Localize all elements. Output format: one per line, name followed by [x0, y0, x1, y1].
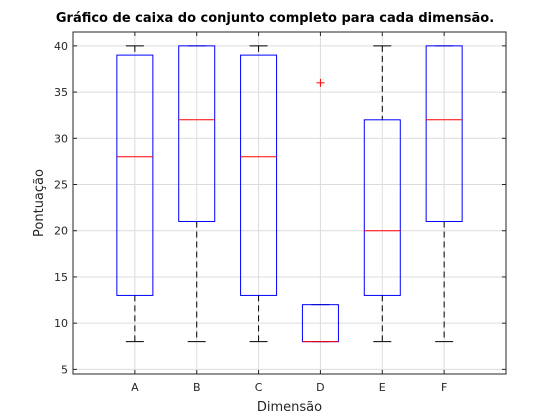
- chart-title: Gráfico de caixa do conjunto completo pa…: [56, 11, 494, 26]
- y-tick-label: 30: [54, 132, 68, 145]
- box-group-e: [363, 45, 401, 343]
- box: [240, 54, 278, 296]
- box-group-d: [301, 78, 339, 343]
- x-tick-label-b: B: [193, 381, 201, 394]
- box: [425, 45, 463, 222]
- x-tick-label-d: D: [316, 381, 324, 394]
- y-tick-label: 25: [54, 179, 68, 192]
- box-group-b: [178, 45, 216, 343]
- outlier-marker: [316, 78, 325, 87]
- y-tick-label: 40: [54, 40, 68, 53]
- plot-area-frame: [72, 31, 507, 375]
- box-group-c: [240, 45, 278, 343]
- y-axis-label: Pontuação: [32, 169, 47, 237]
- box: [363, 119, 401, 296]
- box-group-f: [425, 45, 463, 343]
- y-tick-label: 15: [54, 271, 68, 284]
- tick-layer: 5 10 15 20 25 30 35 40 A B C D E F: [54, 32, 506, 394]
- box-layer: [116, 45, 463, 343]
- x-tick-label-a: A: [131, 381, 139, 394]
- x-tick-label-c: C: [255, 381, 263, 394]
- box: [178, 45, 216, 222]
- y-tick-label: 5: [61, 363, 68, 376]
- x-tick-label-e: E: [379, 381, 386, 394]
- box-group-a: [116, 45, 154, 343]
- y-tick-label: 10: [54, 317, 68, 330]
- box: [116, 54, 154, 296]
- y-tick-label: 35: [54, 86, 68, 99]
- x-axis-label: Dimensão: [257, 400, 322, 415]
- y-tick-label: 20: [54, 225, 68, 238]
- x-tick-label-f: F: [441, 381, 447, 394]
